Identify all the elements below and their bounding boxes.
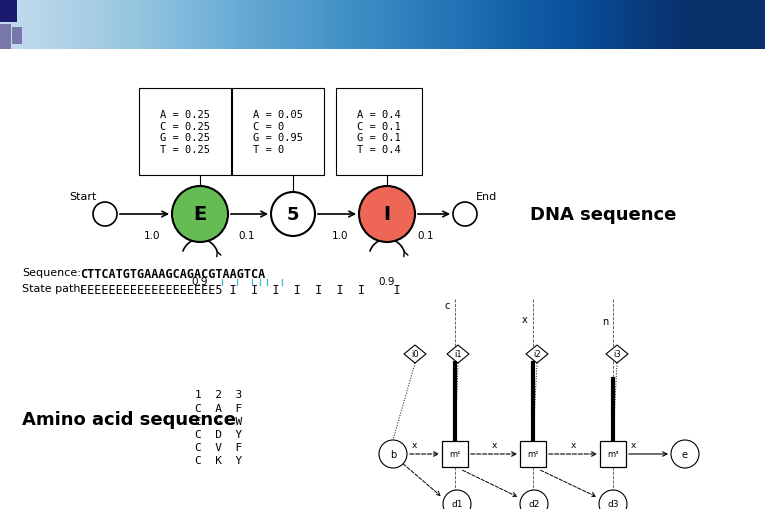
Circle shape: [359, 187, 415, 242]
Text: d1: d1: [451, 499, 463, 508]
Text: e: e: [682, 449, 688, 459]
Text: C  D  Y: C D Y: [195, 429, 243, 439]
Polygon shape: [447, 345, 469, 363]
Text: EEEEEEEEEEEEEEEEEEE5 I  I  I  I  I  I  I    I: EEEEEEEEEEEEEEEEEEE5 I I I I I I I I: [80, 284, 401, 296]
Text: Amino acid sequence: Amino acid sequence: [22, 410, 236, 428]
Bar: [12, 27, 22, 45]
Text: 0.1: 0.1: [418, 231, 435, 241]
Polygon shape: [404, 345, 426, 363]
Polygon shape: [526, 345, 548, 363]
Text: x: x: [522, 315, 528, 324]
Text: x: x: [571, 440, 576, 449]
Text: 5: 5: [287, 206, 299, 223]
Text: n: n: [602, 317, 608, 326]
FancyBboxPatch shape: [520, 441, 546, 467]
Text: C  G  W: C G W: [195, 416, 243, 426]
Text: 1  2  3: 1 2 3: [195, 389, 243, 399]
Text: I: I: [383, 205, 391, 224]
Polygon shape: [606, 345, 628, 363]
Text: i2: i2: [533, 350, 541, 359]
Text: C  K  Y: C K Y: [195, 455, 243, 465]
Text: x: x: [491, 440, 496, 449]
Text: 0.9: 0.9: [192, 276, 208, 287]
Text: CTTCATGTGAAAGCAGACGTAAGTCA: CTTCATGTGAAAGCAGACGTAAGTCA: [80, 267, 265, 280]
FancyBboxPatch shape: [600, 441, 626, 467]
Text: i0: i0: [411, 350, 418, 359]
Circle shape: [671, 440, 699, 468]
Circle shape: [172, 187, 228, 242]
Text: End: End: [477, 191, 497, 202]
Text: A = 0.4
C = 0.1
G = 0.1
T = 0.4: A = 0.4 C = 0.1 G = 0.1 T = 0.4: [357, 110, 401, 155]
Text: State path:: State path:: [22, 284, 84, 293]
Text: d3: d3: [607, 499, 619, 508]
Text: 1.0: 1.0: [145, 231, 161, 241]
Circle shape: [93, 203, 117, 227]
Text: x: x: [412, 440, 418, 449]
Text: C  V  F: C V F: [195, 442, 243, 452]
Text: m²: m²: [527, 449, 539, 459]
Circle shape: [443, 490, 471, 509]
Text: 1.0: 1.0: [332, 231, 348, 241]
Circle shape: [271, 192, 315, 237]
Text: 0.1: 0.1: [238, 231, 255, 241]
Circle shape: [520, 490, 548, 509]
Text: 0.9: 0.9: [379, 276, 396, 287]
Bar: [0, 25, 11, 50]
Text: C  A  F: C A F: [195, 403, 243, 413]
Bar: [0, 0, 17, 22]
Circle shape: [379, 440, 407, 468]
Text: m¹: m¹: [449, 449, 461, 459]
Text: E: E: [194, 205, 207, 224]
Text: Sequence:: Sequence:: [22, 267, 81, 277]
Text: c: c: [444, 300, 450, 310]
Text: d2: d2: [529, 499, 539, 508]
Text: x: x: [631, 440, 636, 449]
Circle shape: [599, 490, 627, 509]
Text: m³: m³: [607, 449, 619, 459]
FancyBboxPatch shape: [442, 441, 468, 467]
Text: DNA sequence: DNA sequence: [530, 206, 676, 223]
Text: i1: i1: [454, 350, 462, 359]
Text: i3: i3: [613, 350, 621, 359]
Text: b: b: [390, 449, 396, 459]
Text: A = 0.25
C = 0.25
G = 0.25
T = 0.25: A = 0.25 C = 0.25 G = 0.25 T = 0.25: [160, 110, 210, 155]
Text: Start: Start: [70, 191, 96, 202]
Circle shape: [453, 203, 477, 227]
Text: A = 0.05
C = 0
G = 0.95
T = 0: A = 0.05 C = 0 G = 0.95 T = 0: [253, 110, 303, 155]
